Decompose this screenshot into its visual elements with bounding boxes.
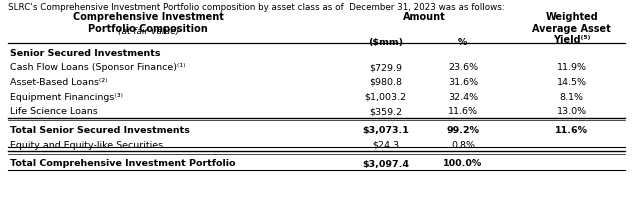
Text: Equity and Equity-like Securities: Equity and Equity-like Securities (10, 141, 163, 149)
Text: Life Science Loans: Life Science Loans (10, 107, 98, 116)
Text: 11.6%: 11.6% (448, 107, 478, 116)
Text: %: % (458, 38, 468, 47)
Text: Equipment Financings⁽³⁾: Equipment Financings⁽³⁾ (10, 93, 123, 101)
Text: 0.8%: 0.8% (451, 141, 475, 149)
Text: 99.2%: 99.2% (447, 126, 479, 135)
Text: Cash Flow Loans (Sponsor Finance)⁽¹⁾: Cash Flow Loans (Sponsor Finance)⁽¹⁾ (10, 63, 186, 73)
Text: Asset-Based Loans⁽²⁾: Asset-Based Loans⁽²⁾ (10, 78, 108, 87)
Text: $1,003.2: $1,003.2 (365, 93, 407, 101)
Text: 8.1%: 8.1% (560, 93, 584, 101)
Text: 11.9%: 11.9% (557, 63, 587, 73)
Text: 32.4%: 32.4% (448, 93, 478, 101)
Text: Amount: Amount (403, 12, 445, 22)
Text: Weighted
Average Asset
Yield⁽⁵⁾: Weighted Average Asset Yield⁽⁵⁾ (532, 12, 611, 45)
Text: 23.6%: 23.6% (448, 63, 478, 73)
Text: $729.9: $729.9 (369, 63, 403, 73)
Text: 31.6%: 31.6% (448, 78, 478, 87)
Text: Comprehensive Investment
Portfolio Composition: Comprehensive Investment Portfolio Compo… (73, 12, 224, 34)
Text: Total Senior Secured Investments: Total Senior Secured Investments (10, 126, 190, 135)
Text: ($mm): ($mm) (368, 38, 403, 47)
Text: 13.0%: 13.0% (557, 107, 587, 116)
Text: $3,073.1: $3,073.1 (362, 126, 409, 135)
Text: $3,097.4: $3,097.4 (362, 160, 409, 168)
Text: $24.3: $24.3 (372, 141, 399, 149)
Text: (at fair value): (at fair value) (118, 27, 179, 36)
Text: $359.2: $359.2 (369, 107, 403, 116)
Text: SLRC's Comprehensive Investment Portfolio composition by asset class as of  Dece: SLRC's Comprehensive Investment Portfoli… (8, 3, 505, 12)
Text: $980.8: $980.8 (369, 78, 403, 87)
Text: 100.0%: 100.0% (444, 160, 483, 168)
Text: 14.5%: 14.5% (557, 78, 587, 87)
Text: 11.6%: 11.6% (556, 126, 588, 135)
Text: Total Comprehensive Investment Portfolio: Total Comprehensive Investment Portfolio (10, 160, 236, 168)
Text: Senior Secured Investments: Senior Secured Investments (10, 49, 161, 58)
